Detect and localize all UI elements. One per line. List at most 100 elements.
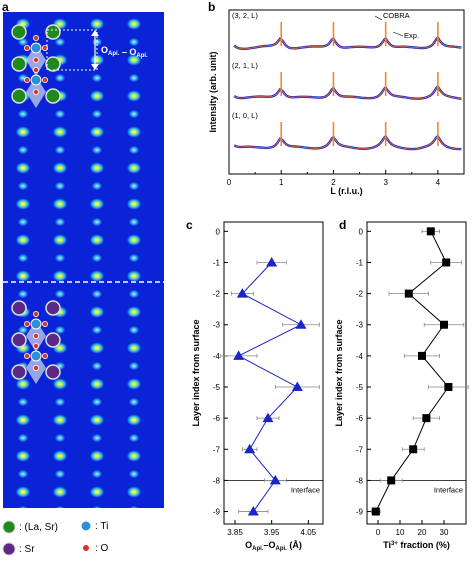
atom-column	[127, 450, 141, 462]
atom-column	[18, 398, 28, 406]
atom-column	[90, 378, 104, 390]
legend-sr-label: : Sr	[19, 543, 35, 555]
chart-b-frame	[228, 9, 465, 175]
atom-column	[55, 74, 65, 82]
chart-c-y-tick-label: -4	[213, 352, 221, 361]
a-site-atom	[45, 24, 61, 40]
chart-d-y-tick-label: -8	[356, 476, 364, 485]
chart-b-x-tick-label: 2	[331, 178, 336, 187]
atom-column	[55, 326, 65, 334]
arrow-head-down	[91, 64, 99, 70]
atom-column	[16, 378, 30, 390]
atom-column	[129, 326, 139, 334]
atom-column	[18, 470, 28, 478]
legend-o: : O	[80, 542, 108, 554]
atom-column	[55, 182, 65, 190]
atom-column	[16, 198, 30, 210]
atom-column	[18, 38, 28, 46]
atom-column	[92, 362, 102, 370]
arrow-head-up	[91, 30, 99, 36]
chart-c-y-tick-label: -9	[213, 508, 221, 517]
atom-column	[90, 306, 104, 318]
o-atom	[32, 332, 39, 339]
chart-c-point	[266, 256, 278, 267]
chart-b-fit-curve	[233, 86, 462, 100]
chart-c-point	[236, 288, 248, 298]
atom-column	[18, 290, 28, 298]
chart-d-y-tick-label: -7	[356, 445, 364, 454]
atom-column	[92, 326, 102, 334]
atom-column	[127, 234, 141, 246]
chart-b-x-label: L (r.l.u.)	[330, 186, 362, 196]
atom-column	[92, 398, 102, 406]
atom-column	[92, 110, 102, 118]
atom-column	[53, 414, 67, 426]
chart-d-x-label-part: Ti	[383, 540, 391, 550]
chart-d-point	[409, 445, 418, 454]
chart-c-frame	[223, 221, 324, 525]
atom-column	[18, 326, 28, 334]
atom-column	[129, 398, 139, 406]
chart-b-legend-exp: Exp.	[404, 31, 419, 40]
atom-column	[55, 38, 65, 46]
atom-column	[92, 146, 102, 154]
chart-d-point	[371, 507, 380, 516]
atom-column	[129, 218, 139, 226]
a-site-atom	[11, 332, 27, 348]
atom-column	[127, 270, 141, 282]
atom-column	[55, 146, 65, 154]
atom-column	[129, 38, 139, 46]
chart-c-x-label-part: Api.	[252, 546, 264, 552]
a-site-atom	[45, 88, 61, 104]
atom-column	[55, 290, 65, 298]
chart-c-x-label-part: O	[245, 540, 252, 550]
atom-column	[92, 470, 102, 478]
atom-column	[90, 270, 104, 282]
chart-c-point	[244, 443, 256, 454]
atom-column	[55, 218, 65, 226]
atom-column	[129, 506, 139, 508]
atom-column	[90, 342, 104, 354]
annotation-part: –	[119, 47, 129, 57]
o-atom	[32, 342, 39, 349]
atom-column	[90, 162, 104, 174]
chart-b-legend-cobra: COBRA	[383, 11, 410, 20]
chart-c-x-tick-label: 3.95	[264, 528, 280, 537]
chart-d-point	[444, 383, 453, 392]
atom-column	[53, 162, 67, 174]
chart-c-point	[291, 381, 303, 392]
atom-column	[53, 198, 67, 210]
atom-column	[127, 54, 141, 66]
chart-c-x-tick-label: 3.85	[227, 528, 243, 537]
chart-d-x-tick-label: 20	[418, 528, 427, 537]
o-atom	[32, 310, 39, 317]
chart-b-x-tick-label: 1	[279, 178, 284, 187]
atom-column	[127, 198, 141, 210]
atom-column	[53, 234, 67, 246]
chart-c-y-tick-label: -3	[213, 321, 221, 330]
atom-column	[53, 486, 67, 498]
atom-column	[55, 470, 65, 478]
atom-column	[16, 162, 30, 174]
a-site-atom	[11, 56, 27, 72]
legend-sr: : Sr	[2, 542, 35, 556]
atom-column	[90, 126, 104, 138]
ti-atom	[30, 74, 42, 86]
atom-column	[129, 470, 139, 478]
annotation-part: O	[101, 45, 108, 55]
atom-column	[55, 110, 65, 118]
chart-c-point	[269, 474, 281, 485]
chart-c-point	[295, 319, 307, 329]
atom-column	[127, 378, 141, 390]
chart-c-x-tick-label: 4.05	[301, 528, 317, 537]
chart-d-x-tick-label: 10	[396, 528, 405, 537]
o-atom	[42, 77, 49, 84]
atom-column	[127, 486, 141, 498]
chart-d-x-tick-label: 30	[440, 528, 449, 537]
annotation-part: Api.	[108, 51, 120, 57]
atom-column	[127, 414, 141, 426]
atom-column	[129, 74, 139, 82]
chart-c-y-tick-label: -8	[213, 476, 221, 485]
atom-column	[127, 18, 141, 30]
chart-c-y-tick-label: -5	[213, 383, 221, 392]
